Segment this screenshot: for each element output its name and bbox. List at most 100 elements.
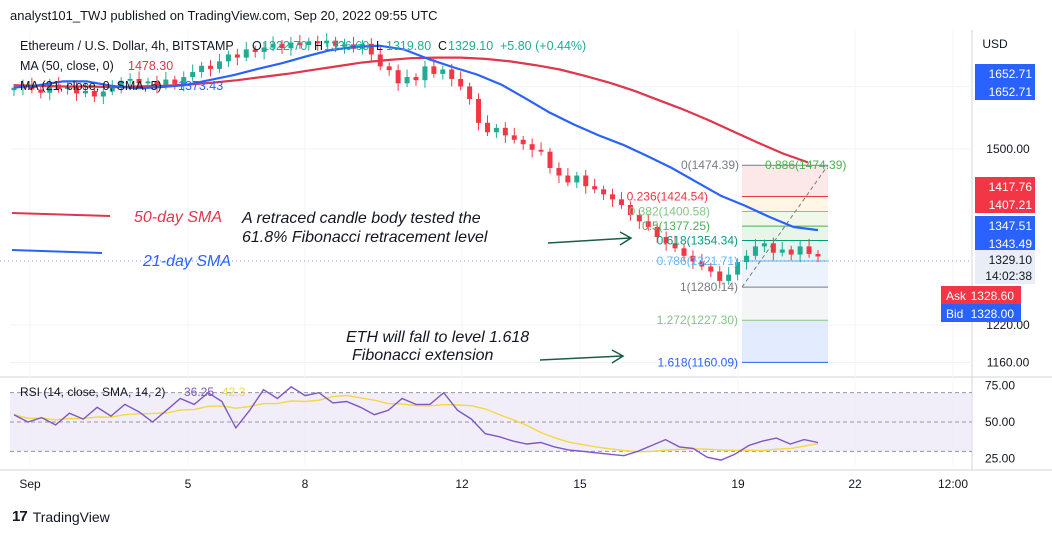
- price-tag: [975, 266, 1035, 284]
- candle-body: [342, 44, 348, 47]
- quote-tag-value: 1328.60: [971, 289, 1015, 303]
- candle-body: [261, 47, 267, 52]
- candle-body: [315, 41, 321, 44]
- fib-zone: [742, 287, 828, 321]
- fib-trend-line: [741, 164, 829, 288]
- candle-body: [761, 243, 767, 247]
- candle-body: [538, 149, 544, 152]
- candle-body: [627, 205, 633, 216]
- candles-layer[interactable]: [11, 33, 821, 289]
- candle-body: [717, 271, 723, 281]
- rsi-pane[interactable]: [10, 385, 972, 461]
- price-tag-value: 14:02:38: [985, 269, 1032, 283]
- tradingview-footer[interactable]: 17 TradingView: [12, 508, 110, 525]
- candle-body: [11, 87, 17, 91]
- candle-body: [502, 127, 508, 136]
- candle-body: [770, 243, 776, 253]
- candle-body: [476, 99, 482, 123]
- price-tag: [975, 195, 1035, 213]
- price-tag: [975, 64, 1035, 82]
- candle-body: [672, 243, 678, 249]
- candle-body: [47, 84, 53, 93]
- candle-body: [333, 40, 339, 47]
- quote-tag-value: 1328.00: [971, 307, 1015, 321]
- candle-body: [601, 189, 607, 195]
- fib-level-label: 0(1474.39): [681, 158, 739, 172]
- extension-arrow-icon: [539, 349, 625, 364]
- candle-body: [422, 66, 428, 81]
- candle-body: [404, 77, 410, 84]
- candle-body: [645, 221, 651, 227]
- fib-level-label: 0.5(1377.25): [642, 219, 710, 233]
- legend-ohlc-value: 1329.10: [448, 39, 493, 53]
- candle-body: [74, 85, 80, 94]
- candle-body: [511, 135, 517, 140]
- candle-body: [136, 78, 142, 84]
- candle-body: [493, 127, 499, 133]
- retrace-arrow-icon: [547, 231, 633, 246]
- legend-ohlc-label: O: [252, 39, 262, 53]
- candle-body: [440, 69, 446, 74]
- price-tag-value: 1652.71: [989, 67, 1033, 81]
- extension-annotation-line1: ETH will fall to level 1.618: [346, 329, 529, 346]
- candle-body: [91, 90, 97, 97]
- candle-body: [190, 72, 196, 78]
- candle-body: [779, 249, 785, 253]
- fib-level-label: 1.272(1227.30): [657, 313, 738, 327]
- candle-body: [100, 91, 106, 97]
- candle-body: [610, 194, 616, 200]
- fib-level-label: 1.618(1160.09): [657, 355, 738, 369]
- legend-rsi-label: RSI (14, close, SMA, 14, 2): [20, 385, 165, 399]
- time-tick-label: 5: [185, 477, 192, 491]
- legend-rsi-value2: 42.3: [222, 385, 246, 399]
- fib-level-label: 0.786(1321.71): [657, 254, 738, 268]
- candle-body: [431, 66, 437, 74]
- candle-body: [234, 54, 240, 58]
- price-tag-value: 1347.51: [989, 219, 1033, 233]
- ma21-line: [13, 44, 819, 232]
- price-tag: [975, 250, 1035, 268]
- legend-symbol: Ethereum / U.S. Dollar, 4h, BITSTAMP: [20, 39, 234, 53]
- price-tag-value: 1407.21: [989, 198, 1033, 212]
- candle-body: [654, 226, 660, 237]
- sma21-annotation: 21-day SMA: [142, 253, 231, 270]
- candle-body: [744, 255, 750, 263]
- price-tag-value: 1343.49: [989, 237, 1033, 251]
- quote-tag-ask: [941, 286, 1021, 304]
- legend-ma21-value: 1373.43: [178, 79, 223, 93]
- legend-ohlc-value: 1319.80: [386, 39, 431, 53]
- tradingview-logo-icon: 17: [12, 508, 28, 525]
- price-tag: [975, 234, 1035, 252]
- candle-body: [484, 122, 490, 133]
- legend-ohlc-label: L: [376, 39, 383, 53]
- candle-body: [270, 43, 276, 48]
- rsi-tick-label: 50.00: [985, 415, 1015, 429]
- candle-body: [216, 61, 222, 69]
- fib-level-label: 1(1280.14): [680, 280, 738, 294]
- fib-zone: [742, 165, 828, 197]
- candle-body: [395, 70, 401, 84]
- rsi-tick-label: 75.00: [985, 378, 1015, 392]
- legend-ohlc-label: C: [438, 39, 447, 53]
- legend-ohlc-value: 1336.60: [324, 39, 369, 53]
- chart-area[interactable]: 0(1474.39)0.236(1424.54)0.382(1400.58)0.…: [0, 0, 1052, 500]
- extension-annotation-line2: Fibonacci extension: [352, 347, 494, 364]
- candle-body: [324, 40, 330, 44]
- candle-body: [163, 79, 169, 86]
- candle-body: [279, 43, 285, 49]
- price-tag: [975, 82, 1035, 100]
- rsi-tick-label: 25.00: [985, 452, 1015, 466]
- publisher-header: analyst101_TWJ published on TradingView.…: [10, 8, 438, 23]
- candle-body: [458, 78, 464, 87]
- candle-body: [82, 90, 88, 94]
- fib-level-label: 0.618(1354.34): [657, 234, 738, 248]
- quote-tag-label: Bid: [946, 307, 963, 321]
- axes-layer: 1600.001500.001220.001160.00USD1652.7116…: [19, 37, 1035, 491]
- candle-body: [574, 175, 580, 183]
- candle-body: [529, 144, 535, 150]
- sma50-legend-line: [11, 212, 111, 217]
- time-tick-label: 12:00: [938, 477, 968, 491]
- currency-label: USD: [982, 37, 1008, 51]
- candle-body: [306, 41, 312, 46]
- time-tick-label: 19: [731, 477, 745, 491]
